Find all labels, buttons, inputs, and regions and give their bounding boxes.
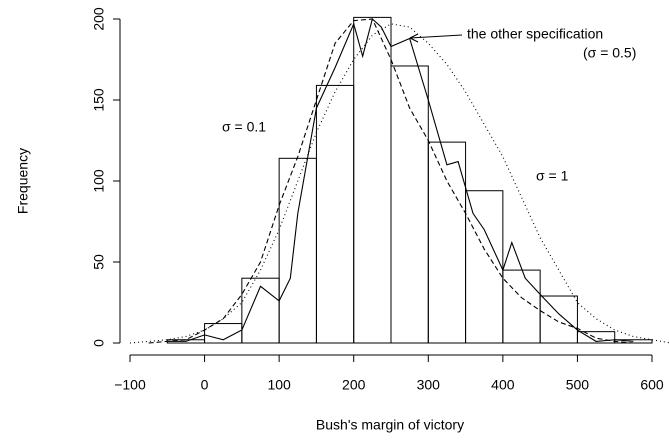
series-line (167, 17, 634, 342)
series-line (129, 23, 669, 344)
bar (576, 331, 616, 344)
y-tick-label: 0 (91, 339, 107, 347)
x-tick-label: 100 (267, 377, 291, 393)
x-tick-label: 400 (491, 377, 515, 393)
x-tick-label: 500 (566, 377, 590, 393)
bar (353, 16, 392, 344)
bar (315, 84, 355, 344)
bar (427, 141, 467, 344)
bar (241, 277, 280, 344)
x-tick-label: 300 (417, 377, 441, 393)
y-axis-label: Frequency (15, 148, 31, 214)
x-axis-label: Bush's margin of victory (316, 417, 464, 433)
y-tick-label: 150 (91, 88, 107, 112)
y-tick-label: 100 (91, 169, 107, 193)
x-tick-label: 0 (201, 377, 209, 393)
x-tick-label: 600 (640, 377, 664, 393)
arrow-head (409, 33, 419, 43)
annotation: the other specification (467, 26, 603, 42)
y-tick-label: 200 (91, 7, 107, 31)
bar (278, 157, 317, 344)
arrow (409, 34, 463, 39)
annotation: σ = 1 (536, 168, 569, 184)
bar (465, 190, 504, 344)
x-tick-label: −100 (114, 377, 146, 393)
annotation: (σ = 0.5) (583, 45, 636, 61)
annotation: σ = 0.1 (222, 119, 266, 135)
x-tick-label: 200 (342, 377, 366, 393)
y-tick-label: 50 (91, 254, 107, 270)
series-line (148, 18, 634, 344)
bar (539, 295, 578, 344)
